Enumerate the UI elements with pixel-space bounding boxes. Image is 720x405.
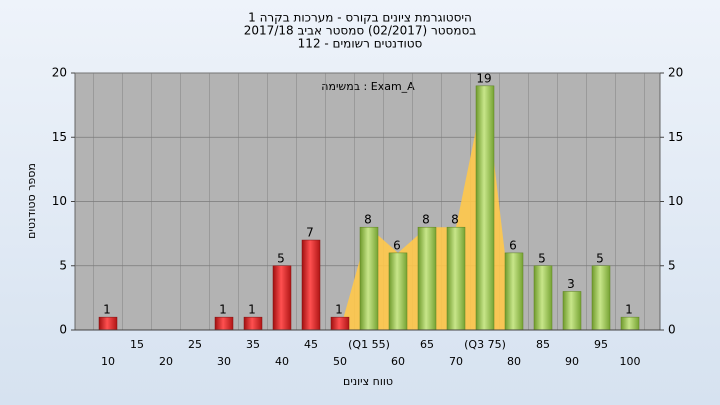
value-label: 3: [567, 277, 575, 291]
x-tick-label: 30: [217, 355, 231, 368]
bar: [417, 226, 437, 331]
x-tick-label: 95: [594, 338, 608, 351]
bar: [446, 226, 466, 331]
y-tick-label: 0: [59, 323, 67, 337]
chart-subtitle: סטודנטים רשומים - 112: [298, 37, 423, 51]
bar: [504, 252, 524, 331]
x-tick-label: 60: [391, 355, 405, 368]
value-label: 1: [103, 303, 111, 317]
x-tick-label: 15: [130, 338, 144, 351]
y2-tick-label: 10: [668, 194, 683, 208]
value-label: 19: [476, 71, 491, 85]
y-tick-label: 15: [52, 130, 67, 144]
bar: [359, 226, 379, 331]
x-tick-label: 90: [565, 355, 579, 368]
value-label: 1: [625, 303, 633, 317]
x-tick-label: (Q1 55): [348, 338, 390, 351]
annotation: Exam_A : במשימה: [321, 80, 415, 93]
chart-title: היסטוגרמת ציונים בקורס - מערכות בקרה 1: [248, 11, 472, 25]
value-label: 1: [335, 303, 343, 317]
value-label: 6: [393, 238, 401, 252]
value-label: 7: [306, 226, 314, 240]
bar: [272, 265, 292, 331]
bar: [533, 265, 553, 331]
bar: [98, 316, 118, 331]
bar: [330, 316, 350, 331]
x-tick-label: 85: [536, 338, 550, 351]
x-tick-label: 25: [188, 338, 202, 351]
value-label: 1: [248, 303, 256, 317]
y2-tick-label: 15: [668, 130, 683, 144]
y-tick-label: 20: [52, 66, 67, 80]
value-label: 8: [364, 213, 372, 227]
chart-subtitle: בסמסטר (02/2017) סמסטר אביב 2017/18: [244, 24, 476, 38]
value-label: 6: [509, 238, 517, 252]
bar: [388, 252, 408, 331]
value-label: 1: [219, 303, 227, 317]
y2-tick-label: 20: [668, 66, 683, 80]
value-label: 5: [277, 251, 285, 265]
y-axis-label: מספר סטודנטים: [25, 163, 38, 239]
x-tick-label: 45: [304, 338, 318, 351]
x-axis-label: טווח ציונים: [343, 375, 393, 388]
value-label: 5: [596, 251, 604, 265]
x-tick-label: 100: [620, 355, 641, 368]
y2-tick-label: 5: [668, 258, 676, 272]
quartile-area: [340, 85, 514, 330]
value-label: 8: [451, 213, 459, 227]
bar: [214, 316, 234, 331]
x-tick-label: 65: [420, 338, 434, 351]
x-tick-label: 70: [449, 355, 463, 368]
x-tick-label: 35: [246, 338, 260, 351]
x-tick-label: 10: [101, 355, 115, 368]
bar: [475, 85, 495, 331]
bar: [243, 316, 263, 331]
bar: [562, 291, 582, 331]
y-tick-label: 5: [59, 258, 67, 272]
y2-tick-label: 0: [668, 323, 676, 337]
x-tick-label: 40: [275, 355, 289, 368]
x-tick-label: 20: [159, 355, 173, 368]
value-label: 8: [422, 213, 430, 227]
value-label: 5: [538, 251, 546, 265]
x-tick-label: (Q3 75): [464, 338, 506, 351]
bar: [620, 316, 640, 331]
bar: [591, 265, 611, 331]
x-tick-label: 50: [333, 355, 347, 368]
bar: [301, 239, 321, 331]
y-tick-label: 10: [52, 194, 67, 208]
x-tick-label: 80: [507, 355, 521, 368]
